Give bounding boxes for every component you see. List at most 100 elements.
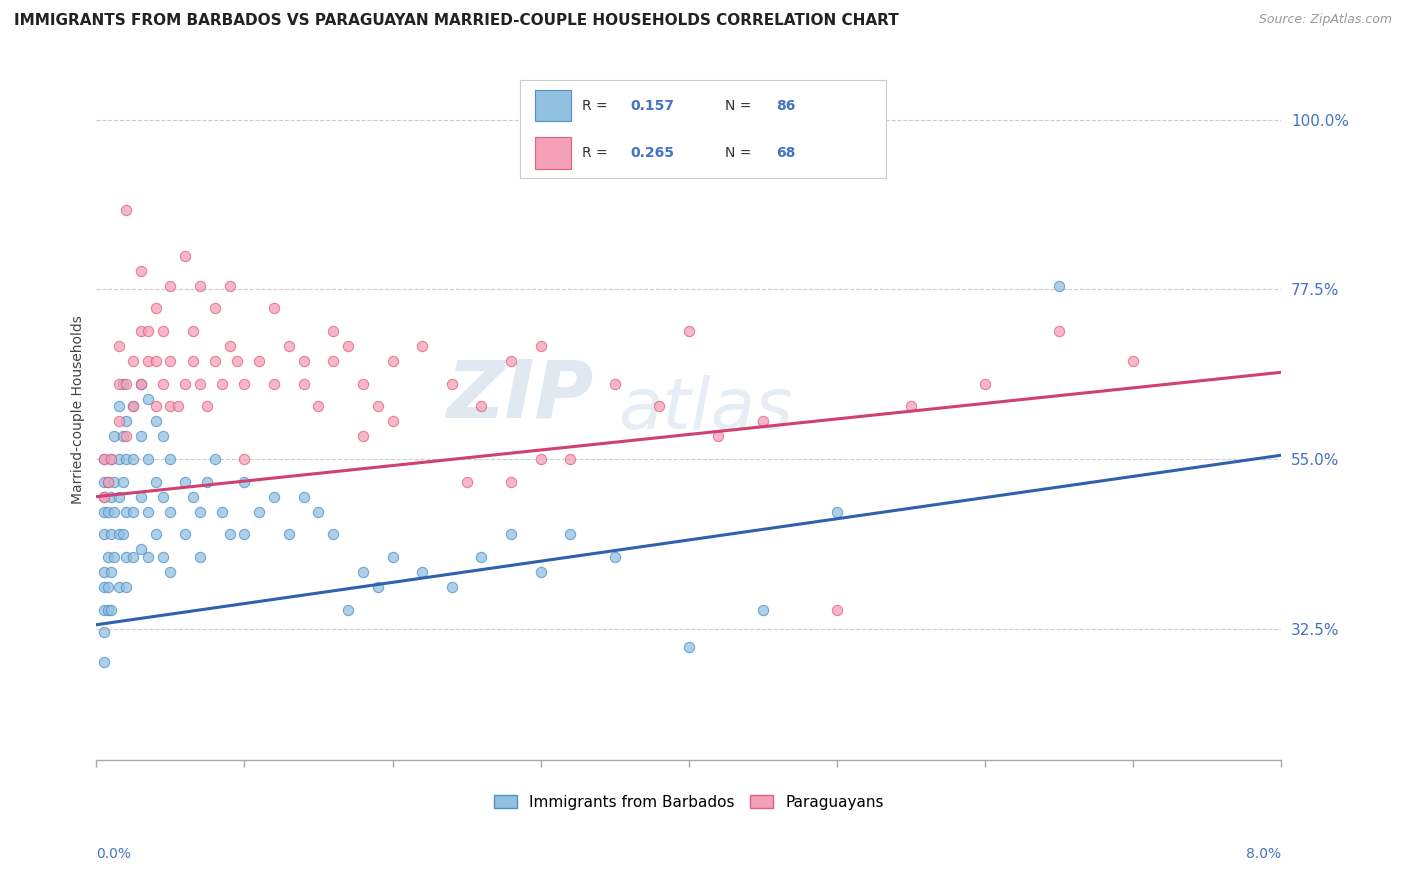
Point xyxy=(129,490,152,504)
Point xyxy=(900,399,922,413)
Point xyxy=(100,602,122,616)
Point xyxy=(308,505,330,519)
Point xyxy=(263,376,285,391)
Point xyxy=(115,505,138,519)
Point xyxy=(107,452,129,467)
Point xyxy=(1122,354,1144,368)
Point xyxy=(752,602,775,616)
Point xyxy=(111,475,134,489)
Point xyxy=(381,354,404,368)
Point xyxy=(93,602,115,616)
Point xyxy=(233,376,256,391)
Point xyxy=(93,490,115,504)
Point xyxy=(107,399,129,413)
Point xyxy=(308,399,330,413)
Point xyxy=(145,475,167,489)
Point xyxy=(188,278,211,293)
Point xyxy=(107,414,129,428)
Point xyxy=(103,429,125,443)
Point xyxy=(129,263,152,277)
Point xyxy=(204,301,226,316)
Point xyxy=(97,475,120,489)
Point xyxy=(100,452,122,467)
Point xyxy=(115,414,138,428)
Point xyxy=(115,429,138,443)
Point xyxy=(352,565,374,579)
Point xyxy=(752,414,775,428)
Point xyxy=(115,376,138,391)
Text: 0.0%: 0.0% xyxy=(97,847,131,861)
Point xyxy=(93,656,115,670)
Point xyxy=(122,399,145,413)
Point xyxy=(197,475,219,489)
Point xyxy=(111,429,134,443)
Bar xyxy=(534,90,571,121)
Point xyxy=(263,490,285,504)
Point xyxy=(499,527,522,541)
Point xyxy=(1047,324,1070,338)
Point xyxy=(292,354,315,368)
Point xyxy=(499,354,522,368)
Point xyxy=(107,527,129,541)
Point xyxy=(93,565,115,579)
Point xyxy=(188,376,211,391)
Text: 0.265: 0.265 xyxy=(630,146,673,160)
Point xyxy=(707,429,730,443)
Text: N =: N = xyxy=(725,99,755,112)
Point xyxy=(233,527,256,541)
Point xyxy=(145,354,167,368)
Point xyxy=(825,505,848,519)
Point xyxy=(100,452,122,467)
Point xyxy=(322,324,344,338)
Point xyxy=(603,376,626,391)
Point xyxy=(136,354,159,368)
Point xyxy=(174,248,197,262)
Text: 8.0%: 8.0% xyxy=(1246,847,1281,861)
Text: Source: ZipAtlas.com: Source: ZipAtlas.com xyxy=(1258,13,1392,27)
Point xyxy=(115,549,138,564)
Point xyxy=(103,475,125,489)
Point xyxy=(159,452,181,467)
Point xyxy=(159,278,181,293)
Point xyxy=(188,549,211,564)
Point xyxy=(107,339,129,353)
Point xyxy=(277,527,299,541)
Point xyxy=(159,505,181,519)
Point xyxy=(440,376,463,391)
Point xyxy=(159,565,181,579)
Point xyxy=(188,505,211,519)
Point xyxy=(100,565,122,579)
Point xyxy=(204,354,226,368)
Point xyxy=(97,505,120,519)
Text: R =: R = xyxy=(582,99,613,112)
Point xyxy=(136,505,159,519)
Point xyxy=(678,640,700,655)
Point xyxy=(277,339,299,353)
Point xyxy=(159,354,181,368)
Point xyxy=(122,549,145,564)
Point xyxy=(145,414,167,428)
Point xyxy=(322,354,344,368)
Point xyxy=(247,505,270,519)
Point xyxy=(166,399,188,413)
Text: IMMIGRANTS FROM BARBADOS VS PARAGUAYAN MARRIED-COUPLE HOUSEHOLDS CORRELATION CHA: IMMIGRANTS FROM BARBADOS VS PARAGUAYAN M… xyxy=(14,13,898,29)
Point xyxy=(129,376,152,391)
Point xyxy=(560,452,582,467)
Point xyxy=(129,376,152,391)
Point xyxy=(97,475,120,489)
Text: 0.157: 0.157 xyxy=(630,99,673,112)
Legend: Immigrants from Barbados, Paraguayans: Immigrants from Barbados, Paraguayans xyxy=(488,789,890,816)
Point xyxy=(129,542,152,557)
Point xyxy=(211,376,233,391)
Point xyxy=(174,475,197,489)
Point xyxy=(381,549,404,564)
Point xyxy=(456,475,478,489)
Point xyxy=(470,399,492,413)
Point xyxy=(122,399,145,413)
Point xyxy=(107,490,129,504)
Point xyxy=(152,549,174,564)
Point xyxy=(136,392,159,406)
Point xyxy=(1047,278,1070,293)
Point xyxy=(204,452,226,467)
Point xyxy=(825,602,848,616)
